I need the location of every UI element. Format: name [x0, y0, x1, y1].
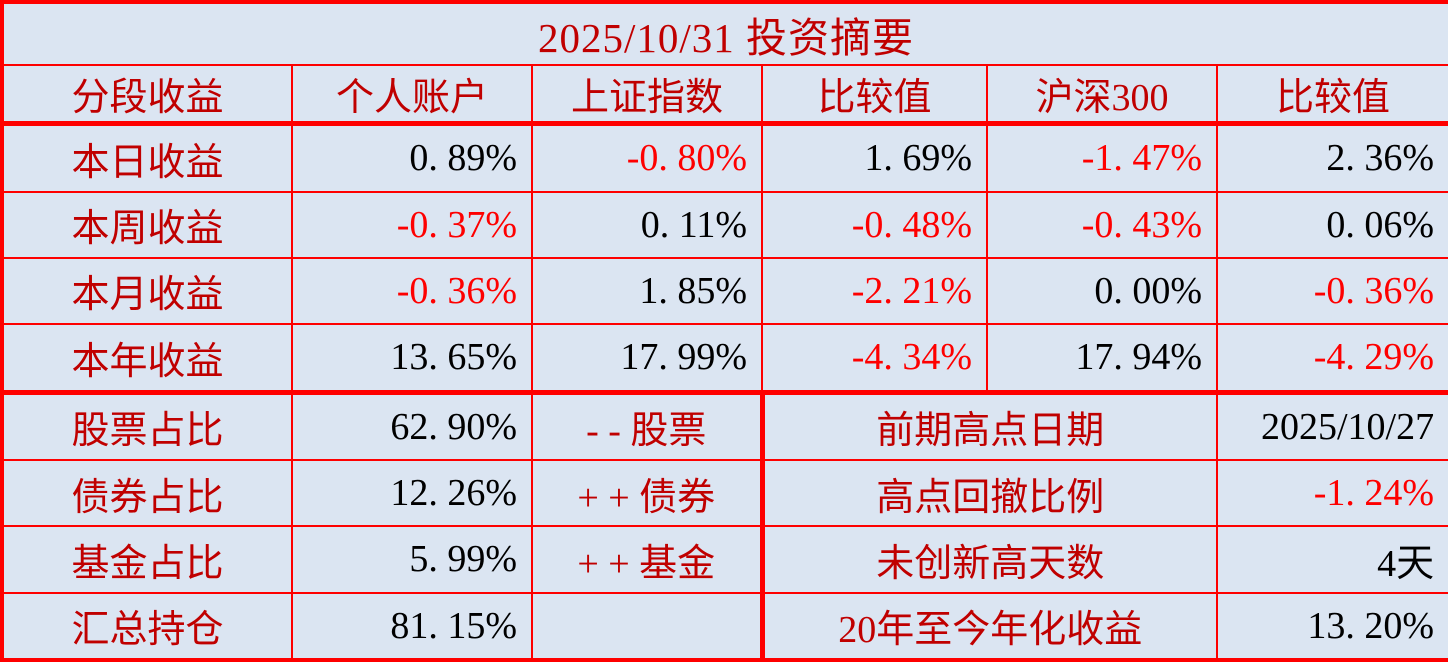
row-label-daily-return: 本日收益 [1, 122, 293, 193]
weekly-sse-value: 0. 11% [531, 190, 763, 259]
page-title: 2025/10/31 投资摘要 [0, 1, 1448, 66]
header-personal-account: 个人账户 [291, 64, 533, 126]
legend-empty [531, 591, 763, 661]
daily-comparison1-value: 1. 69% [761, 122, 988, 193]
legend-stock: - - 股票 [531, 391, 763, 461]
table-row-daily-return: 本日收益 0. 89% -0. 80% 1. 69% -1. 47% 2. 36… [1, 122, 1448, 193]
stat-value-days-no-new-high: 4天 [1215, 525, 1448, 594]
daily-csi300-value: -1. 47% [986, 122, 1218, 193]
stat-value-annualized-return: 13. 20% [1215, 591, 1448, 661]
weekly-personal-value: -0. 37% [291, 190, 533, 259]
monthly-csi300-value: 0. 00% [986, 256, 1218, 326]
header-csi300: 沪深300 [986, 64, 1218, 126]
table-row-yearly-return: 本年收益 13. 65% 17. 99% -4. 34% 17. 94% -4.… [1, 323, 1448, 395]
row-label-monthly-return: 本月收益 [1, 256, 293, 326]
legend-fund: + + 基金 [531, 525, 763, 594]
header-sse-index: 上证指数 [531, 64, 763, 126]
yearly-comparison2-value: -4. 29% [1215, 323, 1448, 395]
title-row: 2025/10/31 投资摘要 [0, 1, 1448, 66]
stat-value-prior-high-date: 2025/10/27 [1215, 391, 1448, 461]
row-label-total-position: 汇总持仓 [1, 591, 293, 661]
stat-value-drawdown-ratio: -1. 24% [1215, 458, 1448, 528]
table-row-bond-allocation: 债券占比 12. 26% + + 债券 高点回撤比例 -1. 24% [1, 458, 1448, 528]
monthly-comparison2-value: -0. 36% [1215, 256, 1448, 326]
row-label-fund-allocation: 基金占比 [1, 525, 293, 594]
header-segment-return: 分段收益 [1, 64, 293, 126]
row-label-stock-allocation: 股票占比 [1, 391, 293, 461]
stat-label-prior-high-date: 前期高点日期 [759, 391, 1218, 461]
stat-label-annualized-return: 20年至今年化收益 [759, 591, 1218, 661]
daily-sse-value: -0. 80% [531, 122, 763, 193]
daily-personal-value: 0. 89% [291, 122, 533, 193]
weekly-comparison2-value: 0. 06% [1215, 190, 1448, 259]
table-row-monthly-return: 本月收益 -0. 36% 1. 85% -2. 21% 0. 00% -0. 3… [1, 256, 1448, 326]
header-row: 分段收益 个人账户 上证指数 比较值 沪深300 比较值 [1, 64, 1448, 126]
fund-allocation-value: 5. 99% [291, 525, 533, 594]
stock-allocation-value: 62. 90% [291, 391, 533, 461]
yearly-sse-value: 17. 99% [531, 323, 763, 395]
header-comparison-2: 比较值 [1215, 64, 1448, 126]
daily-comparison2-value: 2. 36% [1215, 122, 1448, 193]
weekly-comparison1-value: -0. 48% [761, 190, 988, 259]
header-comparison-1: 比较值 [761, 64, 988, 126]
table-row-fund-allocation: 基金占比 5. 99% + + 基金 未创新高天数 4天 [1, 525, 1448, 594]
monthly-personal-value: -0. 36% [291, 256, 533, 326]
stat-label-drawdown-ratio: 高点回撤比例 [759, 458, 1218, 528]
table-row-weekly-return: 本周收益 -0. 37% 0. 11% -0. 48% -0. 43% 0. 0… [1, 190, 1448, 259]
row-label-yearly-return: 本年收益 [1, 323, 293, 395]
table-row-stock-allocation: 股票占比 62. 90% - - 股票 前期高点日期 2025/10/27 [1, 391, 1448, 461]
monthly-sse-value: 1. 85% [531, 256, 763, 326]
bond-allocation-value: 12. 26% [291, 458, 533, 528]
row-label-bond-allocation: 债券占比 [1, 458, 293, 528]
table-row-total-position: 汇总持仓 81. 15% 20年至今年化收益 13. 20% [1, 591, 1448, 661]
monthly-comparison1-value: -2. 21% [761, 256, 988, 326]
weekly-csi300-value: -0. 43% [986, 190, 1218, 259]
yearly-comparison1-value: -4. 34% [761, 323, 988, 395]
total-position-value: 81. 15% [291, 591, 533, 661]
stat-label-days-no-new-high: 未创新高天数 [759, 525, 1218, 594]
row-label-weekly-return: 本周收益 [1, 190, 293, 259]
yearly-personal-value: 13. 65% [291, 323, 533, 395]
legend-bond: + + 债券 [531, 458, 763, 528]
yearly-csi300-value: 17. 94% [986, 323, 1218, 395]
